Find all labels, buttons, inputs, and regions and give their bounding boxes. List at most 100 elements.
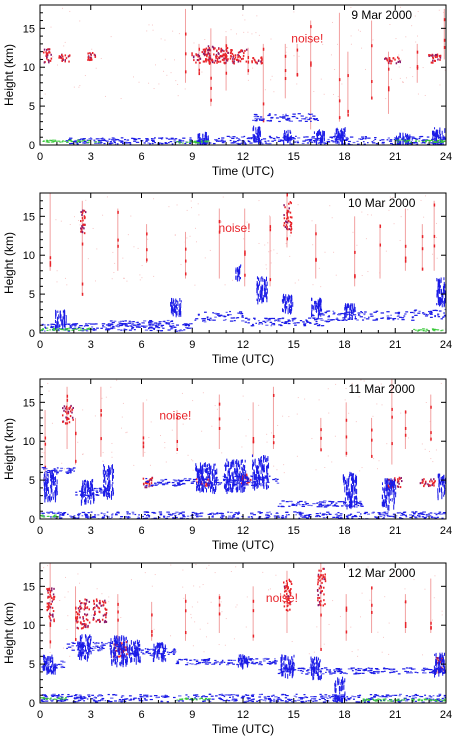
cloud-point [406, 134, 408, 139]
cloud-point [268, 511, 271, 513]
cloud-point [115, 513, 118, 515]
cirrus-point [283, 224, 285, 227]
cloud-point [222, 478, 226, 480]
noise-speckle [308, 653, 310, 655]
cirrus-point [290, 202, 292, 205]
cloud-point [150, 321, 154, 323]
y-axis-title: Height (km) [2, 232, 16, 294]
noise-speckle [358, 396, 360, 398]
cloud-point [54, 496, 56, 503]
noise-speckle [331, 217, 333, 219]
noise-speckle [116, 379, 118, 381]
noise-speckle [321, 579, 323, 581]
cloud-point [263, 478, 265, 482]
noise-speckle [168, 206, 170, 208]
cloud-point [287, 319, 290, 321]
noise-speckle [113, 272, 115, 274]
cloud-point [235, 470, 237, 476]
cloud-point [395, 135, 397, 142]
cloud-point [52, 323, 56, 326]
cloud-point [305, 502, 309, 505]
cirrus-point [290, 228, 292, 231]
cloud-point [104, 493, 106, 497]
cloud-point [260, 277, 262, 282]
cloud-point [442, 300, 444, 304]
cloud-point [126, 142, 130, 144]
cloud-point [310, 120, 312, 122]
noise-speckle [110, 36, 112, 38]
noise-point [151, 630, 153, 634]
cloud-point [83, 141, 87, 143]
cloud-point [241, 473, 243, 479]
cloud-point [244, 459, 246, 463]
cloud-point [263, 455, 265, 461]
cloud-point [257, 299, 259, 305]
cloud-point [47, 496, 49, 503]
cloud-point [387, 515, 389, 518]
cloud-point [343, 504, 347, 506]
cloud-point [256, 479, 258, 485]
cloud-point [171, 312, 173, 315]
noise-speckle [421, 443, 423, 445]
cloud-point [311, 141, 314, 143]
cloud-point [262, 483, 264, 487]
noise-speckle [400, 412, 402, 414]
noise-speckle [315, 469, 317, 471]
cloud-point [86, 489, 88, 495]
cloud-point [335, 136, 337, 142]
noise-point [218, 612, 221, 616]
cirrus-point [238, 59, 240, 62]
cloud-point [439, 142, 441, 145]
cloud-point [84, 142, 86, 144]
cloud-point [353, 484, 355, 491]
noise-speckle [82, 453, 84, 455]
cloud-point [289, 136, 291, 142]
cloud-point [117, 143, 119, 145]
cloud-point [173, 307, 175, 311]
cloud-point [184, 479, 188, 482]
cloud-point [87, 486, 89, 491]
cloud-point [267, 478, 269, 484]
cloud-point [348, 488, 350, 494]
cirrus-point [286, 209, 289, 212]
noise-point [75, 431, 77, 435]
cirrus-point [396, 485, 399, 488]
cloud-point [157, 142, 161, 144]
cloud-point [433, 130, 435, 137]
cloud-point [131, 321, 135, 323]
cloud-point [351, 500, 353, 505]
cloud-point [216, 468, 218, 475]
noise-point [184, 247, 187, 251]
cloud-point [45, 483, 47, 490]
cloud-point [388, 515, 392, 517]
cloud-point [417, 515, 420, 517]
cloud-point [422, 312, 425, 314]
cloud-point [212, 473, 214, 479]
cloud-point [200, 512, 204, 514]
cloud-point [438, 297, 440, 302]
cloud-point [271, 140, 275, 142]
cloud-point [430, 142, 433, 144]
cloud-point [105, 480, 107, 485]
cloud-point [305, 136, 309, 138]
cloud-point [100, 141, 103, 144]
surface-point [87, 141, 90, 143]
cloud-point [176, 310, 178, 316]
noise-speckle [384, 596, 386, 598]
cloud-point [245, 480, 249, 483]
cirrus-point [245, 473, 248, 476]
cloud-point [218, 314, 222, 316]
cloud-point [85, 499, 87, 505]
noise-speckle [88, 638, 90, 640]
cloud-point [150, 323, 153, 325]
surface-point [395, 139, 398, 141]
cloud-point [92, 328, 96, 330]
noise-point [66, 398, 69, 402]
cloud-point [186, 323, 190, 325]
noise-speckle [438, 9, 440, 11]
surface-point [88, 140, 91, 142]
noise-speckle [51, 422, 53, 424]
cloud-point [175, 298, 177, 304]
cloud-point [404, 514, 407, 516]
surface-point [443, 141, 446, 143]
